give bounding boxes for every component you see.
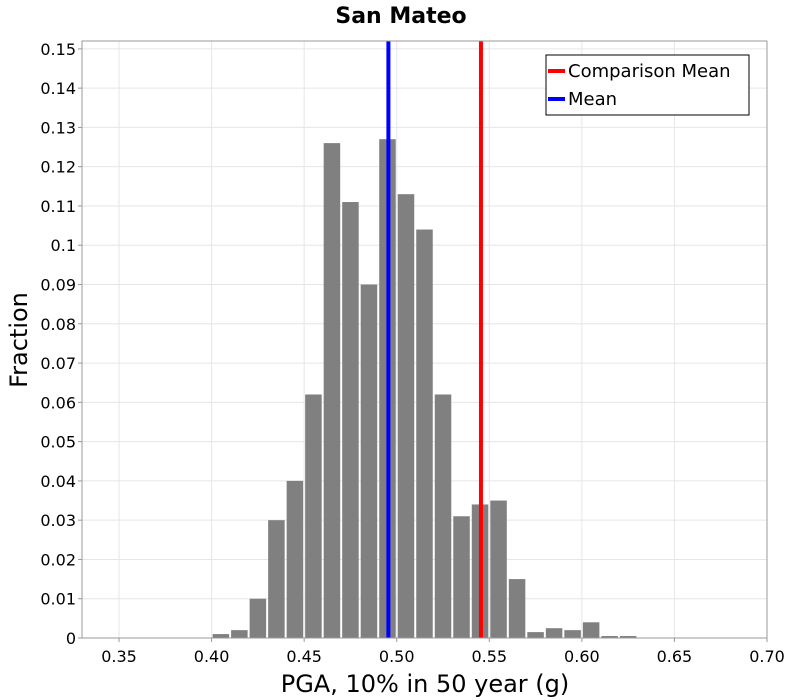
y-tick-label: 0.08 [40, 315, 76, 334]
histogram-bar [545, 628, 563, 638]
x-tick-label: 0.35 [101, 647, 137, 666]
legend-label-comparison-mean: Comparison Mean [568, 61, 731, 82]
histogram-bar [397, 194, 415, 639]
chart-title: San Mateo [335, 4, 466, 29]
y-tick-label: 0.03 [40, 511, 76, 530]
x-tick-label: 0.55 [471, 647, 507, 666]
histogram-bar [527, 632, 544, 638]
histogram-bar [323, 143, 341, 639]
legend-label-mean: Mean [568, 89, 617, 110]
histogram-bar [231, 630, 248, 638]
x-tick-label: 0.50 [379, 647, 415, 666]
histogram-bar [342, 202, 359, 638]
histogram-bar [360, 284, 378, 638]
bars [212, 139, 637, 639]
x-tick-label: 0.40 [194, 647, 230, 666]
legend-box [545, 54, 750, 116]
histogram-bar [453, 516, 470, 638]
mean-lines [386, 41, 483, 638]
histogram-bar [249, 598, 267, 638]
histogram-bar [268, 520, 285, 638]
histogram-bar [305, 394, 322, 638]
x-axis-ticks: 0.35 0.40 0.45 0.50 0.55 0.60 0.65 0.70 [101, 638, 785, 666]
y-tick-label: 0.13 [40, 118, 76, 137]
histogram-bar [564, 630, 581, 638]
y-tick-label: 0.1 [51, 236, 76, 255]
histogram-bar [508, 579, 526, 638]
plot-frame [81, 40, 768, 639]
y-tick-label: 0.15 [40, 40, 76, 59]
y-tick-label: 0.04 [40, 472, 76, 491]
y-tick-label: 0.12 [40, 158, 76, 177]
legend: Comparison Mean Mean [545, 54, 750, 116]
y-tick-label: 0.11 [40, 197, 76, 216]
y-axis-ticks: 0 0.01 0.02 0.03 0.04 0.05 0.06 0.07 0.08 0.09 0.1… [40, 40, 82, 648]
histogram-bar [619, 636, 637, 638]
histogram-bar [286, 480, 304, 638]
y-tick-label: 0.02 [40, 550, 76, 569]
y-tick-label: 0.06 [40, 393, 76, 412]
y-axis-label: Fraction [5, 292, 33, 388]
y-tick-label: 0.09 [40, 276, 76, 295]
y-tick-label: 0.07 [40, 354, 76, 373]
x-tick-label: 0.45 [286, 647, 322, 666]
histogram-bar [601, 636, 618, 638]
y-tick-label: 0 [66, 629, 76, 648]
x-tick-label: 0.65 [657, 647, 693, 666]
histogram-bar [434, 394, 452, 638]
histogram-bar [212, 634, 230, 638]
y-tick-label: 0.14 [40, 79, 76, 98]
y-tick-label: 0.05 [40, 433, 76, 452]
histogram-bar [490, 500, 507, 638]
histogram-bar [582, 622, 600, 638]
y-tick-label: 0.01 [40, 590, 76, 609]
x-tick-label: 0.70 [749, 647, 785, 666]
histogram-bar [416, 229, 433, 639]
x-axis-label: PGA, 10% in 50 year (g) [281, 670, 570, 698]
x-tick-label: 0.60 [564, 647, 600, 666]
